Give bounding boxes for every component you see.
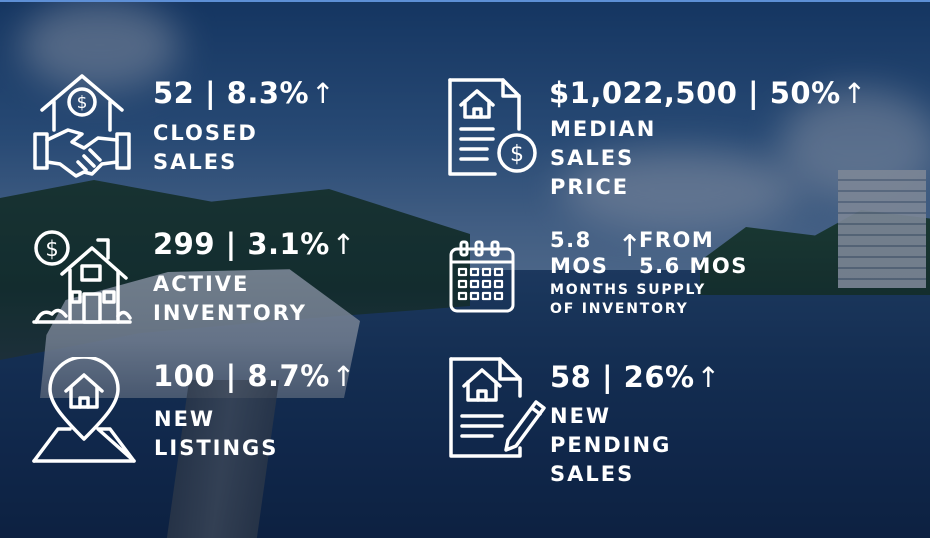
house-handshake-dollar-icon: $	[32, 72, 132, 180]
calendar-icon	[448, 240, 516, 314]
months-supply-previous: FROM 5.6 MOS	[639, 228, 748, 278]
cloud	[560, 150, 800, 230]
median-sales-price-value: $1,022,500 | 50%↑	[549, 76, 867, 110]
svg-text:$: $	[45, 237, 58, 261]
up-arrow-icon: ↑	[842, 77, 867, 110]
new-listings-label: NEW LISTINGS	[154, 407, 279, 460]
closed-sales-label: CLOSED SALES	[153, 121, 258, 174]
svg-text:$: $	[510, 142, 524, 167]
house-dollar-icon: $	[32, 228, 132, 328]
months-supply-label: MONTHS SUPPLY OF INVENTORY	[550, 282, 707, 317]
house-document-pen-icon	[448, 356, 548, 460]
cloud	[20, 0, 180, 90]
median-sales-price-label: MEDIAN SALES PRICE	[550, 117, 657, 199]
up-arrow-icon: ↑	[696, 361, 721, 394]
svg-text:$: $	[77, 93, 88, 113]
closed-sales-value: 52 | 8.3%↑	[153, 76, 336, 110]
up-arrow-icon: ↑	[331, 228, 356, 261]
active-inventory-label: ACTIVE INVENTORY	[153, 272, 307, 325]
new-listings-value: 100 | 8.7%↑	[153, 359, 356, 393]
months-supply-current: 5.8 MOS	[550, 228, 609, 278]
active-inventory-value: 299 | 3.1%↑	[153, 227, 356, 261]
up-arrow-icon: ↑	[617, 229, 643, 264]
up-arrow-icon: ↑	[331, 360, 356, 393]
house-document-dollar-icon: $	[447, 77, 539, 179]
up-arrow-icon: ↑	[311, 77, 336, 110]
condo-building	[838, 170, 926, 288]
new-pending-sales-label: NEW PENDING SALES	[550, 404, 672, 486]
top-accent-line	[0, 0, 930, 2]
new-pending-sales-value: 58 | 26%↑	[550, 360, 721, 394]
house-location-pin-icon	[32, 357, 136, 465]
